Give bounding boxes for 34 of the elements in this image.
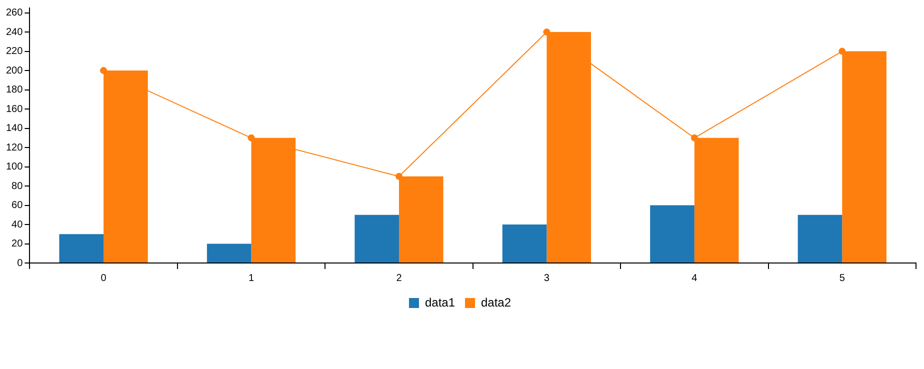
y-tick-label: 200 [6,65,24,76]
legend-label: data2 [481,295,512,310]
y-tick-label: 160 [6,104,24,115]
x-tick-label: 3 [544,272,550,284]
y-tick-label: 140 [6,123,24,134]
x-tick-label: 0 [100,272,107,284]
legend-label: data1 [424,295,456,310]
point [543,28,550,36]
point [838,48,846,55]
y-tick-label: 100 [6,162,24,173]
x-tick-label: 2 [396,272,402,284]
bar [798,214,842,262]
bar [354,214,399,262]
point [100,67,108,74]
y-tick-label: 80 [12,180,24,192]
x-tick-label: 4 [692,272,698,284]
y-tick-label: 240 [6,26,24,38]
point [395,172,402,180]
y-tick-label: 0 [17,258,24,269]
x-tick-label: 5 [839,272,846,284]
point [248,134,255,142]
point [690,134,698,142]
bar [502,224,547,262]
y-tick-label: 260 [6,8,24,19]
bar [59,234,104,262]
y-tick-label: 220 [6,46,24,58]
y-tick-label: 180 [6,84,24,96]
y-tick-label: 60 [12,200,24,212]
x-tick-label: 1 [248,272,254,284]
bar [650,205,694,262]
y-tick-label: 20 [12,238,24,250]
y-tick-label: 40 [12,219,24,230]
bar [206,244,252,262]
y-tick-label: 120 [6,142,24,154]
